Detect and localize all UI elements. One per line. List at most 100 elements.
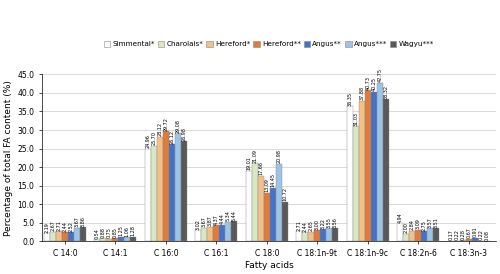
Bar	[232, 221, 237, 241]
Bar	[130, 237, 136, 241]
Text: 28.12: 28.12	[158, 122, 162, 136]
Bar	[428, 228, 434, 241]
Text: 2.44: 2.44	[62, 221, 68, 232]
Bar	[326, 228, 332, 241]
Text: 1.25: 1.25	[119, 225, 124, 236]
Text: 3.22: 3.22	[321, 218, 326, 229]
Text: 20.98: 20.98	[276, 149, 281, 163]
Text: 0.85: 0.85	[113, 227, 118, 238]
Bar	[383, 99, 389, 241]
Text: 2.44: 2.44	[302, 221, 308, 232]
Bar	[466, 239, 471, 241]
Bar	[252, 163, 258, 241]
Text: 25.70: 25.70	[152, 132, 156, 145]
Text: 3.09: 3.09	[416, 219, 421, 229]
Text: 2.84: 2.84	[410, 219, 414, 230]
Bar	[377, 83, 383, 241]
Y-axis label: Percentage of total FA content (%): Percentage of total FA content (%)	[4, 80, 13, 236]
Text: 3.67: 3.67	[74, 216, 80, 227]
Bar	[214, 225, 220, 241]
Bar	[346, 107, 352, 241]
Text: 3.55: 3.55	[327, 217, 332, 228]
Bar	[202, 228, 207, 241]
Text: 3.02: 3.02	[196, 219, 200, 230]
Bar	[226, 222, 232, 241]
Bar	[264, 193, 270, 241]
Bar	[80, 227, 86, 241]
Bar	[258, 176, 264, 241]
Text: 3.51: 3.51	[434, 217, 439, 228]
Text: 1.06: 1.06	[125, 226, 130, 237]
Text: 3.00: 3.00	[315, 219, 320, 230]
Text: 3.56: 3.56	[333, 217, 338, 228]
Text: 2.65: 2.65	[309, 220, 314, 231]
Text: 0.54: 0.54	[95, 228, 100, 239]
Bar	[422, 231, 428, 241]
Bar	[175, 133, 181, 241]
Bar	[434, 229, 440, 241]
Bar	[169, 144, 175, 241]
Bar	[302, 232, 308, 241]
Text: 26.98: 26.98	[182, 127, 186, 141]
Bar	[181, 141, 187, 241]
X-axis label: Fatty acids: Fatty acids	[244, 261, 294, 270]
Bar	[50, 232, 56, 241]
Text: 0.22: 0.22	[454, 229, 459, 240]
Bar	[68, 232, 74, 241]
Text: 5.34: 5.34	[226, 210, 231, 221]
Bar	[460, 240, 466, 241]
Bar	[151, 146, 157, 241]
Bar	[314, 230, 320, 241]
Text: 4.37: 4.37	[214, 214, 219, 225]
Bar	[118, 237, 124, 241]
Bar	[106, 239, 112, 241]
Text: 0.88: 0.88	[101, 227, 106, 238]
Bar	[282, 202, 288, 241]
Text: 4.94: 4.94	[398, 212, 402, 222]
Text: 5.44: 5.44	[232, 210, 237, 221]
Bar	[163, 131, 169, 241]
Text: 13.09: 13.09	[264, 178, 270, 192]
Bar	[144, 149, 151, 241]
Bar	[358, 101, 365, 241]
Bar	[365, 90, 371, 241]
Bar	[409, 231, 415, 241]
Text: 17.66: 17.66	[258, 161, 264, 175]
Text: 40.73: 40.73	[366, 76, 370, 90]
Text: 1.28: 1.28	[131, 225, 136, 236]
Text: 37.88: 37.88	[359, 86, 364, 100]
Text: 2.67: 2.67	[50, 220, 56, 231]
Bar	[220, 225, 226, 241]
Legend: Simmental*, Charolais*, Hereford*, Hereford**, Angus**, Angus***, Wagyu***: Simmental*, Charolais*, Hereford*, Heref…	[104, 41, 434, 47]
Text: 0.17: 0.17	[448, 229, 453, 240]
Bar	[276, 164, 282, 241]
Text: 2.71: 2.71	[56, 220, 62, 231]
Text: 3.57: 3.57	[428, 217, 433, 228]
Text: 0.91: 0.91	[472, 227, 478, 238]
Text: 42.75: 42.75	[378, 68, 382, 82]
Bar	[296, 231, 302, 241]
Bar	[208, 227, 214, 241]
Text: 0.22: 0.22	[478, 229, 484, 240]
Text: 2.75: 2.75	[422, 220, 427, 231]
Bar	[415, 230, 422, 241]
Bar	[371, 92, 377, 241]
Text: 31.03: 31.03	[353, 112, 358, 126]
Text: 3.87: 3.87	[208, 216, 213, 227]
Text: 21.09: 21.09	[252, 149, 258, 162]
Text: 2.00: 2.00	[404, 222, 408, 233]
Bar	[44, 233, 50, 241]
Text: 2.71: 2.71	[296, 220, 302, 231]
Text: 4.44: 4.44	[220, 213, 225, 224]
Bar	[195, 230, 202, 241]
Bar	[112, 238, 118, 241]
Text: 0.75: 0.75	[107, 227, 112, 238]
Bar	[472, 238, 478, 241]
Bar	[270, 188, 276, 241]
Bar	[332, 228, 338, 241]
Bar	[246, 171, 252, 241]
Bar	[320, 229, 326, 241]
Bar	[157, 137, 163, 241]
Text: 26.12: 26.12	[170, 130, 174, 144]
Text: 14.45: 14.45	[270, 173, 276, 187]
